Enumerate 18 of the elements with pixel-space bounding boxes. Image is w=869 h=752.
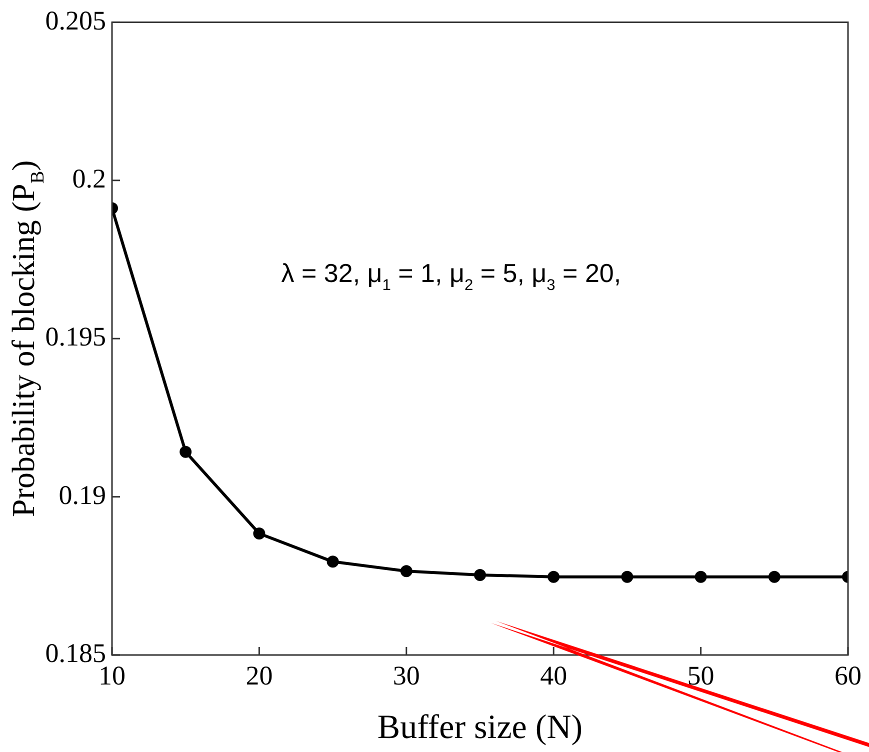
point	[621, 570, 634, 583]
point	[400, 565, 412, 578]
y-tick-label: 0.205	[45, 5, 106, 36]
point	[768, 570, 780, 583]
y-tick-label: 0.19	[58, 480, 106, 510]
x-tick-label: 20	[246, 660, 273, 690]
point	[474, 568, 486, 581]
point	[548, 570, 560, 583]
x-axis-title: Buffer size (N)	[377, 709, 583, 746]
x-tick-label: 50	[687, 660, 714, 690]
point	[253, 528, 266, 540]
x-tick-label: 60	[834, 660, 862, 690]
point	[180, 446, 192, 458]
x-tick-label: 40	[540, 660, 568, 690]
y-tick-label: 0.2	[72, 163, 106, 194]
point	[694, 570, 707, 583]
x-tick-label: 30	[392, 660, 420, 690]
point	[326, 556, 339, 568]
